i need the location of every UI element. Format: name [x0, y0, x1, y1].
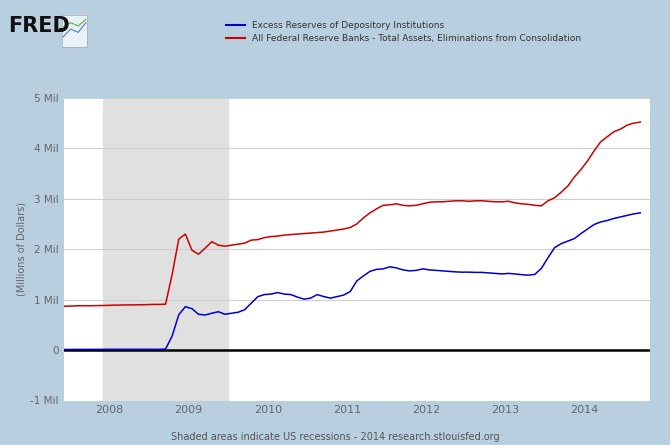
Bar — [103, 98, 228, 400]
Text: FRED: FRED — [8, 16, 70, 36]
Text: .: . — [57, 16, 65, 36]
Text: Shaded areas indicate US recessions - 2014 research.stlouisfed.org: Shaded areas indicate US recessions - 20… — [171, 432, 499, 441]
Legend: Excess Reserves of Depository Institutions, All Federal Reserve Banks - Total As: Excess Reserves of Depository Institutio… — [226, 21, 581, 43]
Y-axis label: (Millions of Dollars): (Millions of Dollars) — [16, 202, 26, 296]
